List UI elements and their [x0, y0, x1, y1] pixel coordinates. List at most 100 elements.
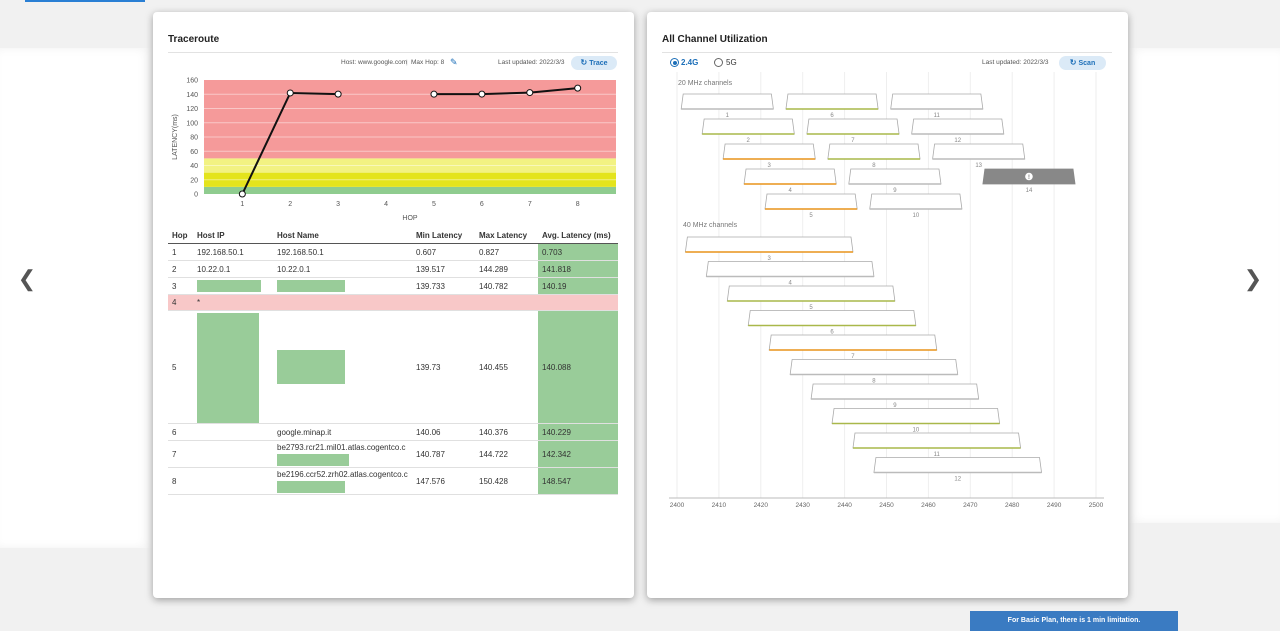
channel-40-12: 12 — [873, 457, 1042, 483]
col-min-latency: Min Latency — [412, 227, 475, 244]
host-name-text: be2196.ccr52.zrh02.atlas.cogentco.c — [277, 469, 408, 479]
channel-shape — [705, 261, 875, 277]
table-row: 5 139.73 140.455 140.088 — [168, 310, 618, 424]
min-latency-cell: 140.787 — [412, 440, 475, 468]
avg-latency-cell: 140.088 — [538, 310, 618, 424]
latency-point — [574, 84, 582, 92]
min-latency-cell: 139.517 — [412, 260, 475, 278]
trace-button[interactable]: ↻ Trace — [571, 56, 617, 70]
avg-latency-cell: 0.703 — [538, 243, 618, 261]
latency-point — [430, 90, 438, 98]
scan-button-label: Scan — [1078, 60, 1096, 67]
channel-shape — [890, 93, 984, 110]
channel-shape — [743, 168, 837, 185]
freq-tick-label: 2430 — [795, 502, 810, 509]
redacted-name-block — [277, 280, 345, 292]
next-arrow-icon[interactable]: ❯ — [1243, 266, 1263, 291]
max-latency-cell: 144.289 — [475, 260, 538, 278]
channel-number: 5 — [809, 305, 813, 311]
edit-icon[interactable]: ✎ — [450, 57, 458, 67]
y-tick-label: 0 — [194, 192, 198, 199]
host-name-cell: google.minap.it — [273, 423, 412, 441]
channel-shape — [911, 118, 1005, 135]
y-axis-label: LATENCY(ms) — [172, 114, 179, 160]
previous-arrow-icon[interactable]: ❮ — [17, 266, 37, 291]
col-hop: Hop — [168, 227, 193, 244]
latency-band-3 — [204, 80, 616, 159]
refresh-icon: ↻ — [580, 58, 588, 67]
latency-point — [478, 90, 486, 98]
channel-title: All Channel Utilization — [662, 34, 768, 45]
host-name-cell — [273, 294, 412, 311]
channel-number: 13 — [975, 163, 982, 169]
channel-number: 8 — [872, 163, 876, 169]
hop-cell: 8 — [168, 467, 193, 495]
max-latency-cell: 140.376 — [475, 423, 538, 441]
table-row: 6 google.minap.it 140.06 140.376 140.229 — [168, 423, 618, 441]
x-tick-label: 3 — [336, 201, 340, 208]
host-ip-cell: 10.22.0.1 — [193, 260, 273, 278]
band-24-label: 2.4G — [681, 58, 699, 67]
freq-tick-label: 2400 — [670, 502, 685, 509]
channel-40-6: 6 — [747, 310, 917, 336]
channel-shape — [831, 408, 1001, 424]
alert-icon — [1025, 172, 1033, 181]
band-24-radio[interactable] — [670, 58, 679, 67]
channel-number: 9 — [893, 403, 897, 409]
channel-40-4: 4 — [705, 261, 875, 287]
y-tick-label: 120 — [186, 106, 198, 113]
host-ip-cell — [193, 277, 273, 295]
col-host-ip: Host IP — [193, 227, 273, 244]
channel-shape — [684, 236, 854, 253]
y-tick-label: 160 — [186, 78, 198, 85]
min-latency-cell: 139.73 — [412, 310, 475, 424]
channel-number: 10 — [912, 213, 919, 219]
max-latency-cell: 140.782 — [475, 277, 538, 295]
freq-tick-label: 2410 — [712, 502, 727, 509]
max-latency-cell — [475, 294, 538, 311]
latency-point — [286, 89, 294, 97]
channel-shape — [827, 143, 921, 160]
channel-number: 8 — [872, 379, 876, 385]
channel-shape — [869, 193, 963, 210]
band-5-radio[interactable] — [714, 58, 723, 67]
channel-20-10: 10 — [869, 193, 963, 219]
channel-divider — [662, 52, 1112, 53]
channel-shape — [848, 168, 942, 185]
y-tick-label: 100 — [186, 120, 198, 127]
traceroute-divider — [168, 52, 618, 53]
hop-cell: 4 — [168, 294, 193, 311]
channel-shape — [873, 457, 1042, 473]
channel-number: 7 — [851, 138, 855, 144]
channel-20-9: 9 — [848, 168, 942, 194]
x-tick-label: 8 — [576, 201, 580, 208]
channel-number: 5 — [809, 213, 813, 219]
channel-number: 3 — [768, 163, 772, 169]
x-tick-label: 2 — [288, 201, 292, 208]
channel-shape — [722, 143, 816, 160]
col-max-latency: Max Latency — [475, 227, 538, 244]
x-tick-label: 7 — [528, 201, 532, 208]
channel-number: 4 — [788, 188, 792, 194]
refresh-icon: ↻ — [1069, 58, 1077, 67]
hop-cell: 2 — [168, 260, 193, 278]
channel-20-7: 7 — [806, 118, 900, 144]
channel-number: 11 — [934, 113, 941, 119]
table-row: 4 * — [168, 294, 618, 311]
host-ip-cell — [193, 467, 273, 495]
y-tick-label: 140 — [186, 92, 198, 99]
freq-tick-label: 2500 — [1089, 502, 1104, 509]
freq-tick-label: 2450 — [879, 502, 894, 509]
x-tick-label: 1 — [240, 201, 244, 208]
freq-tick-label: 2420 — [754, 502, 769, 509]
y-tick-label: 80 — [190, 135, 198, 142]
trace-button-label: Trace — [589, 60, 608, 67]
channel-20-6: 6 — [785, 93, 879, 119]
basic-plan-notice[interactable]: For Basic Plan, there is 1 min limitatio… — [970, 611, 1178, 631]
scan-button[interactable]: ↻ Scan — [1059, 56, 1106, 70]
latency-point — [238, 190, 246, 198]
freq-tick-label: 2480 — [1005, 502, 1020, 509]
host-name-cell: 192.168.50.1 — [273, 243, 412, 261]
latency-band-1 — [204, 172, 616, 187]
redacted-name-block — [277, 350, 345, 384]
